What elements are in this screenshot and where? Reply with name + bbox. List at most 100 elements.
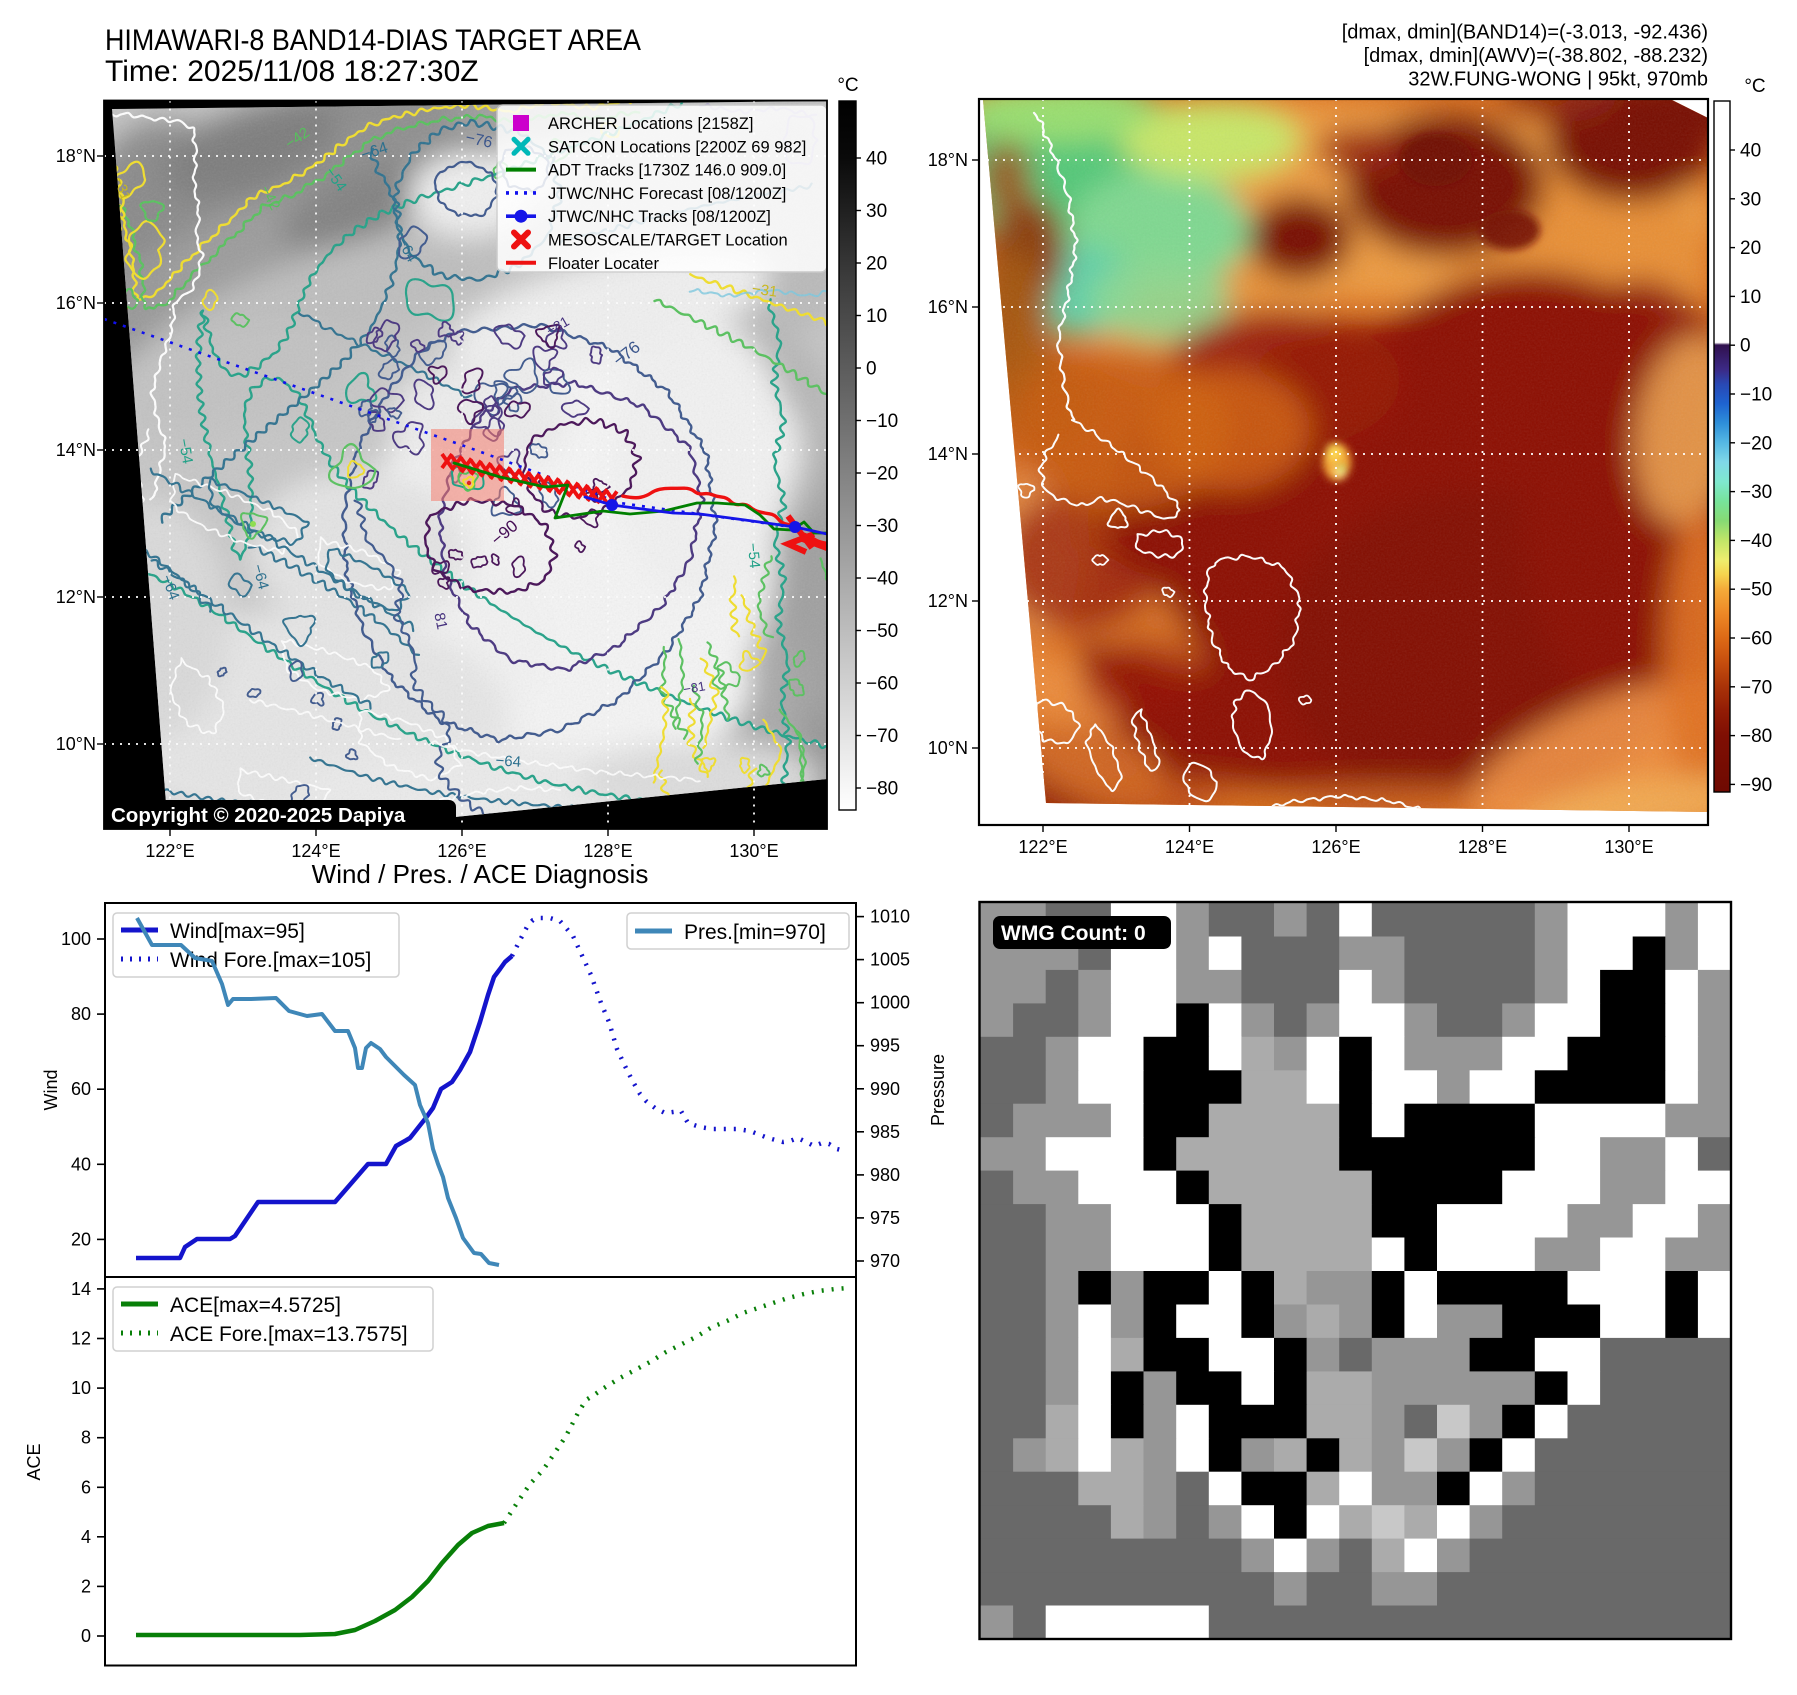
svg-text:0: 0 bbox=[866, 359, 877, 380]
svg-text:HIMAWARI-8 BAND14-DIAS TARGET: HIMAWARI-8 BAND14-DIAS TARGET AREA bbox=[105, 24, 641, 57]
svg-text:128°E: 128°E bbox=[583, 841, 632, 861]
svg-text:−20: −20 bbox=[1740, 433, 1772, 454]
svg-text:130°E: 130°E bbox=[729, 841, 778, 861]
svg-text:40: 40 bbox=[866, 149, 887, 170]
svg-text:30: 30 bbox=[1740, 189, 1761, 210]
svg-text:−64: −64 bbox=[495, 752, 522, 771]
svg-text:12°N: 12°N bbox=[928, 591, 968, 611]
svg-text:10°N: 10°N bbox=[928, 738, 968, 758]
svg-text:−31: −31 bbox=[751, 280, 779, 300]
svg-text:−70: −70 bbox=[866, 726, 898, 747]
svg-text:14°N: 14°N bbox=[928, 444, 968, 464]
svg-text:14: 14 bbox=[71, 1279, 91, 1299]
svg-text:−10: −10 bbox=[1740, 385, 1772, 406]
svg-text:−40: −40 bbox=[866, 569, 898, 590]
svg-text:−80: −80 bbox=[866, 779, 898, 800]
svg-text:995: 995 bbox=[870, 1036, 900, 1056]
svg-text:−60: −60 bbox=[866, 674, 898, 695]
svg-text:−70: −70 bbox=[1740, 677, 1772, 698]
svg-text:Wind: Wind bbox=[41, 1069, 61, 1110]
svg-text:0: 0 bbox=[81, 1626, 91, 1646]
svg-text:0: 0 bbox=[1740, 336, 1751, 357]
svg-text:−31: −31 bbox=[111, 174, 134, 202]
svg-text:975: 975 bbox=[870, 1208, 900, 1228]
svg-text:−50: −50 bbox=[866, 621, 898, 642]
svg-text:−50: −50 bbox=[1740, 580, 1772, 601]
svg-text:12: 12 bbox=[71, 1329, 91, 1349]
svg-text:80: 80 bbox=[71, 1004, 91, 1024]
svg-text:ACE: ACE bbox=[24, 1443, 44, 1480]
svg-text:124°E: 124°E bbox=[1165, 837, 1214, 857]
svg-text:4: 4 bbox=[81, 1527, 91, 1547]
svg-text:2: 2 bbox=[81, 1576, 91, 1596]
svg-text:8: 8 bbox=[81, 1428, 91, 1448]
svg-text:ARCHER Locations [2158Z]: ARCHER Locations [2158Z] bbox=[548, 115, 753, 133]
svg-text:−90: −90 bbox=[1740, 775, 1772, 796]
svg-text:−30: −30 bbox=[1740, 482, 1772, 503]
svg-text:−81: −81 bbox=[682, 678, 706, 697]
svg-text:124°E: 124°E bbox=[291, 841, 340, 861]
svg-text:16°N: 16°N bbox=[56, 293, 96, 313]
svg-text:20: 20 bbox=[1740, 238, 1761, 259]
svg-text:126°E: 126°E bbox=[437, 841, 486, 861]
svg-text:122°E: 122°E bbox=[1018, 837, 1067, 857]
svg-text:°C: °C bbox=[1744, 76, 1765, 97]
svg-text:−20: −20 bbox=[866, 464, 898, 485]
svg-text:JTWC/NHC Tracks [08/1200Z]: JTWC/NHC Tracks [08/1200Z] bbox=[548, 208, 771, 226]
svg-text:−64: −64 bbox=[249, 562, 272, 591]
svg-text:20: 20 bbox=[71, 1229, 91, 1249]
svg-text:−10: −10 bbox=[866, 411, 898, 432]
svg-text:10: 10 bbox=[71, 1378, 91, 1398]
svg-text:−76: −76 bbox=[464, 129, 494, 151]
svg-text:32W.FUNG-WONG | 95kt, 970mb: 32W.FUNG-WONG | 95kt, 970mb bbox=[1408, 69, 1708, 91]
svg-text:ACE Fore.[max=13.7575]: ACE Fore.[max=13.7575] bbox=[170, 1323, 408, 1346]
svg-text:ADT Tracks [1730Z 146.0 909.0]: ADT Tracks [1730Z 146.0 909.0] bbox=[548, 162, 786, 180]
svg-text:−54: −54 bbox=[744, 542, 763, 569]
svg-text:970: 970 bbox=[870, 1251, 900, 1271]
svg-text:16°N: 16°N bbox=[928, 297, 968, 317]
svg-text:1005: 1005 bbox=[870, 950, 910, 970]
svg-text:40: 40 bbox=[1740, 141, 1761, 162]
svg-text:Pres.[min=970]: Pres.[min=970] bbox=[684, 921, 826, 944]
svg-text:18°N: 18°N bbox=[928, 150, 968, 170]
svg-text:20: 20 bbox=[866, 254, 887, 275]
svg-text:SATCON Locations [2200Z 69 982: SATCON Locations [2200Z 69 982] bbox=[548, 138, 806, 156]
svg-text:Time: 2025/11/08 18:27:30Z: Time: 2025/11/08 18:27:30Z bbox=[105, 55, 479, 88]
svg-text:ACE[max=4.5725]: ACE[max=4.5725] bbox=[170, 1294, 341, 1317]
svg-text:81: 81 bbox=[430, 611, 450, 631]
svg-text:10: 10 bbox=[1740, 287, 1761, 308]
svg-text:100: 100 bbox=[61, 929, 91, 949]
svg-text:WMG Count: 0: WMG Count: 0 bbox=[1001, 922, 1146, 945]
svg-text:MESOSCALE/TARGET Location: MESOSCALE/TARGET Location bbox=[548, 232, 788, 250]
svg-text:Wind Fore.[max=105]: Wind Fore.[max=105] bbox=[170, 949, 371, 972]
svg-text:[dmax, dmin](AWV)=(-38.802, -8: [dmax, dmin](AWV)=(-38.802, -88.232) bbox=[1364, 45, 1708, 67]
svg-text:Pressure: Pressure bbox=[928, 1054, 948, 1126]
svg-text:128°E: 128°E bbox=[1458, 837, 1507, 857]
svg-text:Wind / Pres. / ACE Diagnosis: Wind / Pres. / ACE Diagnosis bbox=[312, 859, 649, 889]
svg-text:985: 985 bbox=[870, 1122, 900, 1142]
svg-text:−60: −60 bbox=[1740, 629, 1772, 650]
svg-text:122°E: 122°E bbox=[145, 841, 194, 861]
svg-text:10°N: 10°N bbox=[56, 734, 96, 754]
svg-text:126°E: 126°E bbox=[1311, 837, 1360, 857]
svg-text:12°N: 12°N bbox=[56, 587, 96, 607]
svg-text:130°E: 130°E bbox=[1604, 837, 1653, 857]
svg-text:−80: −80 bbox=[1740, 726, 1772, 747]
svg-text:14°N: 14°N bbox=[56, 440, 96, 460]
svg-text:1000: 1000 bbox=[870, 993, 910, 1013]
svg-text:Copyright © 2020-2025 Dapiya: Copyright © 2020-2025 Dapiya bbox=[111, 804, 406, 827]
svg-text:40: 40 bbox=[71, 1154, 91, 1174]
svg-text:JTWC/NHC Forecast [08/1200Z]: JTWC/NHC Forecast [08/1200Z] bbox=[548, 185, 786, 203]
svg-text:[dmax, dmin](BAND14)=(-3.013,: [dmax, dmin](BAND14)=(-3.013, -92.436) bbox=[1342, 22, 1708, 44]
svg-text:30: 30 bbox=[866, 201, 887, 222]
svg-text:Wind[max=95]: Wind[max=95] bbox=[170, 920, 305, 943]
svg-text:−54: −54 bbox=[175, 437, 196, 465]
svg-text:1010: 1010 bbox=[870, 907, 910, 927]
svg-text:Floater Locater: Floater Locater bbox=[548, 255, 659, 273]
svg-text:6: 6 bbox=[81, 1477, 91, 1497]
svg-text:−30: −30 bbox=[866, 516, 898, 537]
svg-text:18°N: 18°N bbox=[56, 146, 96, 166]
svg-text:980: 980 bbox=[870, 1165, 900, 1185]
svg-text:10: 10 bbox=[866, 306, 887, 327]
svg-text:60: 60 bbox=[71, 1079, 91, 1099]
